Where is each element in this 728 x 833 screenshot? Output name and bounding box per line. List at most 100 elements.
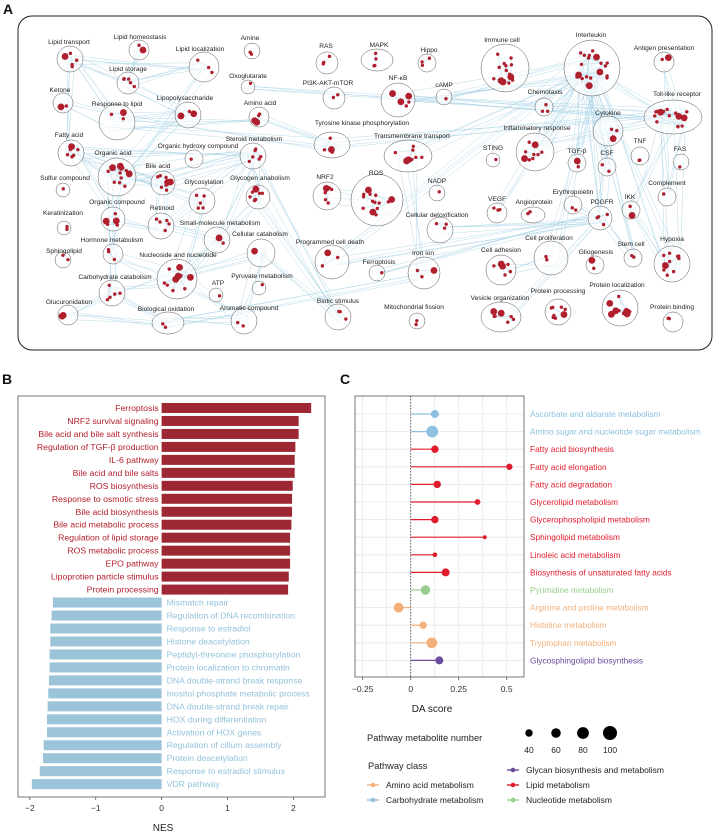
network-cluster[interactable]: Amino acid: [244, 100, 277, 128]
network-cluster[interactable]: Lipid storage: [109, 66, 147, 95]
network-cluster[interactable]: Organic hydroxy compound: [158, 143, 239, 169]
network-node: [61, 253, 65, 257]
network-cluster[interactable]: PI3K-AKT-mTOR: [303, 80, 354, 110]
network-cluster[interactable]: Aromatic compound: [220, 305, 279, 335]
network-cluster[interactable]: Response to lipid: [92, 101, 143, 141]
network-cluster[interactable]: Hormone metabolism: [81, 237, 144, 265]
network-cluster[interactable]: CSF: [597, 150, 617, 177]
network-cluster[interactable]: Immune cell: [480, 37, 530, 93]
network-cluster[interactable]: Organic compound: [89, 199, 145, 232]
network-cluster[interactable]: PDGFR: [587, 199, 614, 231]
network-cluster[interactable]: Biotic stimulus: [317, 298, 360, 331]
network-cluster[interactable]: Retinoid: [147, 205, 174, 240]
network-cluster[interactable]: Cellular catabolism: [232, 231, 288, 268]
network-cluster[interactable]: Angioprotein: [515, 199, 553, 224]
network-cluster[interactable]: Sphingolipid: [46, 248, 82, 269]
nes-bar: [161, 415, 299, 426]
nes-bar-label: Mismatch repair: [167, 598, 229, 608]
network-cluster[interactable]: Cytokine: [592, 110, 624, 147]
network-node: [65, 224, 69, 229]
network-cluster[interactable]: NADP: [428, 178, 447, 202]
network-cluster[interactable]: Iron ion: [407, 250, 441, 290]
network-cluster[interactable]: Bile acid: [146, 163, 176, 196]
network-cluster[interactable]: Gliogenesis: [579, 249, 614, 275]
network-cluster[interactable]: Glycogen anabolism: [230, 175, 290, 210]
network-cluster[interactable]: Complement: [648, 180, 686, 207]
network-node: [108, 295, 112, 300]
network-cluster[interactable]: Glycosylation: [184, 179, 224, 215]
network-cluster[interactable]: Protein processing: [531, 288, 586, 326]
network-cluster[interactable]: Carbohydrate catabolism: [78, 274, 152, 307]
network-node: [112, 180, 116, 184]
network-cluster[interactable]: Glucuronidation: [46, 299, 93, 326]
network-cluster[interactable]: Cell proliferation: [525, 235, 573, 276]
network-cluster[interactable]: Inflammatory response: [503, 125, 571, 172]
cluster-label: Fatty acid: [55, 132, 84, 139]
network-cluster[interactable]: Hypoxia: [653, 236, 691, 283]
network-cluster[interactable]: Oxoglutarate: [229, 73, 267, 95]
network-cluster[interactable]: STING: [483, 145, 503, 168]
network-node: [68, 51, 73, 56]
network-edge: [108, 126, 336, 149]
network-cluster[interactable]: Amine: [241, 35, 261, 60]
network-cluster[interactable]: Chemotaxis: [528, 89, 564, 117]
network-cluster[interactable]: Toll-like receptor: [643, 91, 703, 135]
network-cluster[interactable]: cAMP: [435, 82, 453, 106]
network-cluster[interactable]: Keratinization: [43, 210, 83, 236]
network-cluster[interactable]: Erythropoietin: [553, 189, 594, 215]
network-cluster[interactable]: Interleukin: [563, 32, 621, 97]
network-cluster[interactable]: Biological oxidation: [138, 306, 195, 335]
network-cluster[interactable]: Lipopolysaccharide: [157, 95, 214, 129]
network-cluster[interactable]: VEGF: [486, 196, 508, 224]
network-node: [496, 52, 500, 56]
network-cluster[interactable]: Lipid localization: [176, 46, 225, 83]
network-cluster[interactable]: Hippo: [417, 47, 438, 73]
cluster-outline: [102, 243, 124, 265]
network-cluster[interactable]: Pyruvate metabolism: [231, 273, 293, 296]
network-node: [685, 110, 689, 114]
network-cluster[interactable]: Tyrosine kinase phosphorylation: [313, 120, 409, 159]
network-cluster[interactable]: MAPK: [360, 42, 394, 72]
network-cluster[interactable]: Fatty acid: [55, 132, 85, 167]
cluster-label: Gliogenesis: [579, 249, 614, 256]
network-cluster[interactable]: Nucleoside and nucleotide: [139, 252, 217, 300]
network-cluster[interactable]: Vesicle organization: [471, 295, 530, 333]
network-cluster[interactable]: Lipid homeostasis: [114, 34, 167, 61]
network-cluster[interactable]: FAS: [672, 146, 690, 171]
network-cluster[interactable]: ROS: [350, 170, 404, 227]
network-cluster[interactable]: IKK: [621, 194, 641, 220]
network-cluster[interactable]: Protein binding: [650, 304, 694, 333]
network-cluster[interactable]: Protein localization: [589, 282, 645, 327]
network-cluster[interactable]: Ferroptosis: [363, 259, 397, 282]
network-cluster[interactable]: NRF2: [312, 174, 342, 211]
network-node: [68, 147, 72, 152]
network-cluster[interactable]: Mitochondrial fission: [384, 304, 444, 330]
network-cluster[interactable]: Small-molecule metabolism: [180, 220, 261, 254]
network-cluster[interactable]: Lipid transport: [48, 39, 90, 73]
network-cluster[interactable]: RAS: [315, 43, 339, 75]
network-node: [324, 249, 332, 257]
network-cluster[interactable]: Cellular detoxification: [406, 212, 469, 244]
network-node: [444, 97, 448, 101]
network-cluster[interactable]: Sulfur compound: [40, 175, 90, 198]
network-cluster[interactable]: Programmed cell death: [296, 239, 365, 280]
network-node: [667, 259, 672, 264]
class-legend-swatch-dot: [510, 767, 516, 773]
network-cluster[interactable]: TGF-β: [567, 148, 587, 173]
network-node: [545, 258, 549, 262]
network-cluster[interactable]: ATP: [208, 280, 225, 303]
network-cluster[interactable]: TNF: [630, 138, 650, 166]
network-cluster[interactable]: Antigen presentation: [634, 45, 695, 73]
network-cluster[interactable]: Steroid metabolism: [226, 136, 283, 170]
network-cluster[interactable]: NF-κB: [380, 75, 416, 118]
cluster-edge: [363, 199, 392, 209]
network-edge: [257, 154, 341, 321]
network-cluster[interactable]: Transmembrane transport: [374, 133, 450, 173]
network-cluster[interactable]: Stem cell: [617, 241, 645, 268]
network-node: [154, 217, 159, 221]
network-cluster[interactable]: Organic acid: [94, 150, 137, 197]
network-node: [251, 247, 258, 255]
network-cluster[interactable]: Ketone: [50, 87, 74, 114]
network-cluster[interactable]: Cell adhesion: [481, 247, 521, 286]
cluster-label: ATP: [212, 280, 225, 287]
